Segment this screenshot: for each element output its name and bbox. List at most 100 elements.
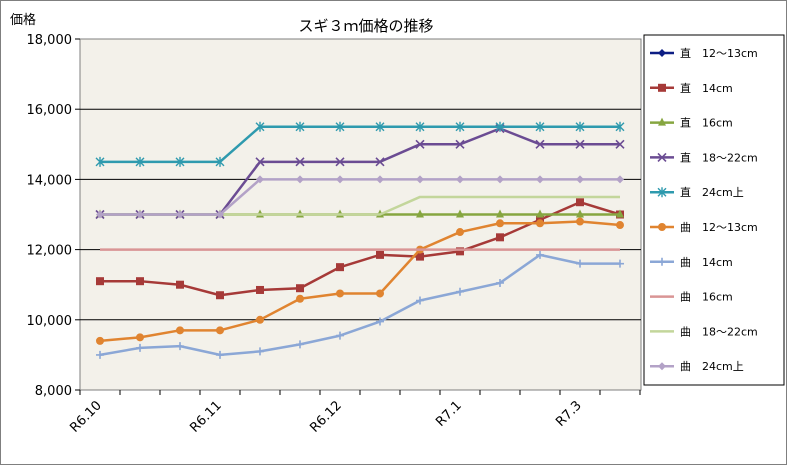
data-point — [135, 156, 145, 167]
series — [95, 121, 625, 167]
data-point — [575, 139, 585, 149]
data-point — [416, 252, 424, 261]
data-point — [176, 342, 184, 351]
data-point — [216, 291, 224, 300]
data-point — [456, 175, 464, 184]
series — [96, 250, 624, 359]
data-point — [456, 209, 464, 218]
data-point — [536, 209, 544, 218]
data-point — [615, 139, 625, 149]
legend-item: 直 12～13cm — [650, 46, 758, 60]
data-point — [255, 157, 265, 167]
data-point — [496, 233, 504, 242]
data-point — [216, 210, 224, 219]
data-point — [576, 217, 584, 226]
data-point — [536, 250, 544, 259]
legend-label: 曲 18～22cm — [680, 325, 758, 338]
legend-label: 曲 12～13cm — [680, 221, 758, 234]
data-point — [416, 209, 424, 218]
data-point — [415, 121, 425, 132]
data-point — [95, 156, 105, 167]
data-point — [658, 362, 666, 371]
data-point — [536, 175, 544, 184]
data-point — [255, 121, 265, 132]
legend-item: 直 24cm上 — [650, 185, 744, 199]
data-point — [616, 175, 624, 184]
x-axis-ticks: R6.10 R6.11 R6.12 R7.1 R7.3 — [67, 390, 641, 436]
data-point — [496, 209, 504, 218]
data-point — [295, 157, 305, 167]
data-point — [495, 121, 505, 132]
data-point — [455, 139, 465, 149]
data-point — [336, 289, 344, 298]
data-point — [496, 175, 504, 184]
y-tick-label: 12,000 — [27, 244, 73, 259]
data-point — [616, 209, 624, 218]
legend-item: 曲 24cm上 — [650, 360, 744, 373]
data-point — [336, 263, 344, 272]
data-point — [496, 278, 504, 287]
x-tick-label: R7.1 — [433, 398, 465, 430]
data-point — [96, 277, 104, 286]
legend — [643, 34, 785, 386]
data-point — [296, 294, 304, 303]
legend-label: 直 14cm — [680, 81, 733, 95]
data-point — [415, 139, 425, 149]
data-point — [376, 289, 384, 298]
data-point — [416, 296, 424, 305]
series-line — [99, 253, 620, 357]
legend-label: 曲 24cm上 — [680, 360, 744, 373]
legend-label: 曲 16cm — [680, 291, 733, 304]
data-point — [576, 209, 584, 218]
legend-label: 直 12～13cm — [680, 46, 758, 60]
data-point — [375, 121, 385, 132]
x-tick-label: R6.10 — [67, 398, 104, 435]
data-point — [455, 121, 465, 132]
series-line — [99, 220, 621, 343]
data-point — [658, 223, 666, 231]
data-point — [256, 347, 264, 356]
data-point — [376, 250, 384, 259]
data-point — [335, 121, 345, 132]
data-point — [657, 187, 667, 198]
data-point — [658, 83, 666, 92]
data-point — [376, 175, 384, 184]
y-axis-ticks: 8,000 10,000 12,000 14,000 16,000 18,000 — [27, 33, 80, 399]
data-point — [657, 152, 667, 162]
legend-item: 直 16cm — [650, 116, 733, 130]
legend-item: 曲 18～22cm — [650, 325, 758, 338]
data-point — [256, 285, 264, 294]
data-point — [336, 331, 344, 340]
data-point — [136, 210, 144, 219]
data-point — [216, 326, 224, 335]
legend-label: 直 18～22cm — [680, 150, 758, 164]
chart-title: スギ３ｍ価格の推移 — [298, 17, 433, 35]
legend-item: 曲 12～13cm — [650, 221, 758, 234]
data-point — [535, 139, 545, 149]
data-point — [216, 350, 224, 359]
data-point — [658, 117, 666, 126]
data-point — [295, 121, 305, 132]
data-point — [575, 121, 585, 132]
y-tick-label: 16,000 — [27, 103, 73, 118]
data-point — [496, 219, 504, 228]
data-point — [336, 175, 344, 184]
data-point — [256, 175, 264, 184]
data-point — [456, 247, 464, 256]
y-tick-label: 10,000 — [27, 314, 73, 329]
y-tick-label: 14,000 — [27, 173, 73, 188]
x-tick-label: R6.11 — [187, 398, 224, 435]
data-point — [176, 210, 184, 219]
data-point — [256, 315, 264, 324]
data-point — [176, 280, 184, 289]
data-point — [456, 287, 464, 296]
data-point — [658, 257, 666, 266]
legend-label: 直 24cm上 — [680, 185, 744, 199]
data-point — [136, 277, 144, 286]
data-point — [136, 333, 144, 342]
data-point — [616, 259, 624, 268]
y-axis-unit-label: 価格 — [10, 12, 36, 28]
